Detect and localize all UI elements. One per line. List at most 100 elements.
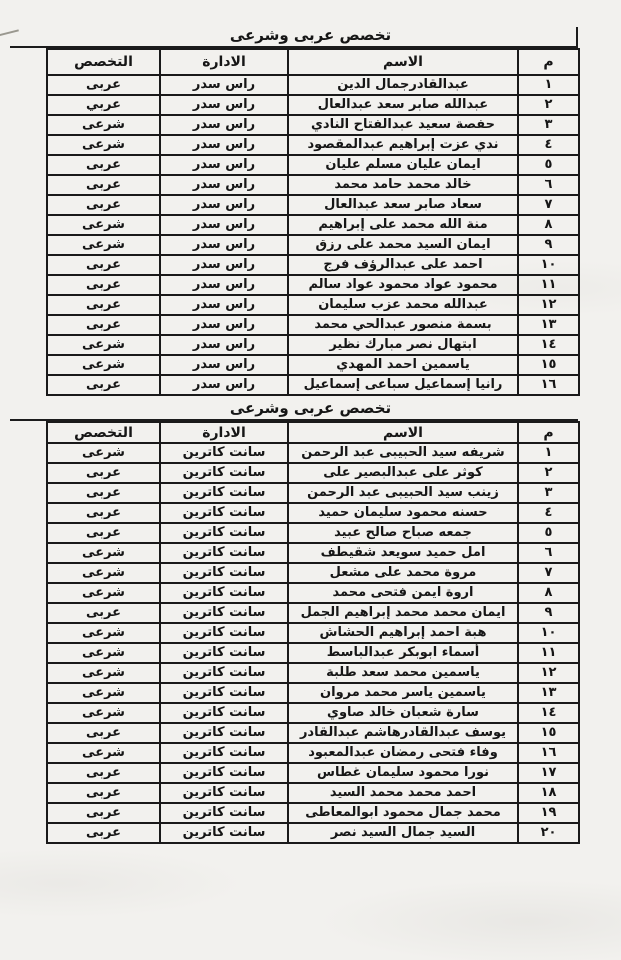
table-row: ١٣ بسمة منصور عبدالحي محمد راس سدر عربى xyxy=(46,314,580,336)
table-row: ٨ منة الله محمد على إبراهيم راس سدر شرعى xyxy=(46,214,580,236)
cell-specialty: عربى xyxy=(46,194,161,216)
cell-specialty: عربى xyxy=(46,254,161,276)
cell-administration: راس سدر xyxy=(159,154,289,176)
cell-number: ٥ xyxy=(517,522,580,544)
cell-administration: راس سدر xyxy=(159,114,289,136)
cell-name: ايمان السيد محمد على رزق xyxy=(287,234,519,256)
table-row: ٥ جمعه صباح صالح عبيد سانت كاترين عربى xyxy=(46,522,580,544)
cell-name: زينب سيد الحبيبى عبد الرحمن xyxy=(287,482,519,504)
cell-name: نورا محمود سليمان غطاس xyxy=(287,762,519,784)
cell-name: كوثر على عبدالبصير على xyxy=(287,462,519,484)
cell-name: وفاء فتحى رمضان عبدالمعبود xyxy=(287,742,519,764)
table-row: ٩ ايمان محمد محمد إبراهيم الجمل سانت كاتري… xyxy=(46,602,580,624)
cell-specialty: عربى xyxy=(46,74,161,96)
cell-number: ٢ xyxy=(517,462,580,484)
cell-specialty: شرعى xyxy=(46,622,161,644)
table-row: ١٤ سارة شعبان خالد صاوي سانت كاترين شرعى xyxy=(46,702,580,724)
cell-number: ١٠ xyxy=(517,622,580,644)
cell-number: ٩ xyxy=(517,234,580,256)
cell-name: محمود عواد محمود عواد سالم xyxy=(287,274,519,296)
header-administration: الادارة xyxy=(159,48,289,76)
cell-name: امل حميد سويعد شقيطف xyxy=(287,542,519,564)
table-row: ١٧ نورا محمود سليمان غطاس سانت كاترين عربى xyxy=(46,762,580,784)
header-administration: الادارة xyxy=(159,421,289,444)
cell-administration: سانت كاترين xyxy=(159,722,289,744)
cell-specialty: شرعى xyxy=(46,642,161,664)
cell-specialty: عربى xyxy=(46,502,161,524)
cell-specialty: شرعى xyxy=(46,134,161,156)
header-name: الاسم xyxy=(287,421,519,444)
cell-specialty: عربي xyxy=(46,94,161,116)
table-row: ٤ حسنه محمود سليمان حميد سانت كاترين عربى xyxy=(46,502,580,524)
cell-specialty: شرعى xyxy=(46,742,161,764)
table-2-title: تخصص عربى وشرعى xyxy=(229,399,392,417)
cell-administration: سانت كاترين xyxy=(159,462,289,484)
cell-specialty: عربى xyxy=(46,482,161,504)
cell-name: بسمة منصور عبدالحي محمد xyxy=(287,314,519,336)
header-specialty: التخصص xyxy=(46,421,161,444)
cell-specialty: عربى xyxy=(46,722,161,744)
table-row: ١٦ رانيا إسماعيل سباعى إسماعيل راس سدر عربى xyxy=(46,374,580,396)
cell-number: ١٣ xyxy=(517,682,580,704)
cell-name: ياسمين محمد سعد طلبة xyxy=(287,662,519,684)
table-row: ٧ مروة محمد على مشعل سانت كاترين شرعى xyxy=(46,562,580,584)
cell-number: ٦ xyxy=(517,174,580,196)
table-row: ٢ كوثر على عبدالبصير على سانت كاترين عربى xyxy=(46,462,580,484)
header-row: م الاسم الادارة التخصص xyxy=(46,421,580,444)
cell-administration: سانت كاترين xyxy=(159,702,289,724)
cell-administration: راس سدر xyxy=(159,134,289,156)
header-specialty: التخصص xyxy=(46,48,161,76)
cell-administration: سانت كاترين xyxy=(159,822,289,844)
cell-number: ١٧ xyxy=(517,762,580,784)
cell-number: ٣ xyxy=(517,114,580,136)
cell-number: ١٨ xyxy=(517,782,580,804)
table-row: ١٩ محمد جمال محمود ابوالمعاطى سانت كاترين ع… xyxy=(46,802,580,824)
cell-specialty: شرعى xyxy=(46,234,161,256)
cell-name: احمد محمد محمد السيد xyxy=(287,782,519,804)
cell-name: سعاد صابر سعد عبدالعال xyxy=(287,194,519,216)
table-row: ١٤ ابتهال نصر مبارك نظير راس سدر شرعى xyxy=(46,334,580,356)
table-row: ٦ امل حميد سويعد شقيطف سانت كاترين شرعى xyxy=(46,542,580,564)
table-row: ٤ ندي عزت إبراهيم عبدالمقصود راس سدر شرعى xyxy=(46,134,580,156)
cell-number: ١٦ xyxy=(517,374,580,396)
cell-number: ١١ xyxy=(517,642,580,664)
cell-specialty: عربى xyxy=(46,314,161,336)
cell-number: ١٦ xyxy=(517,742,580,764)
table-row: ٣ زينب سيد الحبيبى عبد الرحمن سانت كاترين ع… xyxy=(46,482,580,504)
cell-administration: سانت كاترين xyxy=(159,782,289,804)
header-number: م xyxy=(517,48,580,76)
cell-administration: سانت كاترين xyxy=(159,602,289,624)
cell-number: ١٥ xyxy=(517,354,580,376)
cell-number: ١ xyxy=(517,442,580,464)
cell-administration: سانت كاترين xyxy=(159,522,289,544)
cell-administration: راس سدر xyxy=(159,354,289,376)
cell-specialty: عربى xyxy=(46,174,161,196)
cell-administration: راس سدر xyxy=(159,234,289,256)
cell-administration: سانت كاترين xyxy=(159,682,289,704)
cell-administration: سانت كاترين xyxy=(159,582,289,604)
title-underline xyxy=(10,419,578,421)
table-row: ١٦ وفاء فتحى رمضان عبدالمعبود سانت كاترين ش… xyxy=(46,742,580,764)
cell-name: ياسمين ياسر محمد مروان xyxy=(287,682,519,704)
table-1-body: ١ عبدالقادرجمال الدين راس سدر عربى ٢ عبدالله … xyxy=(46,74,580,396)
table-row: ٢ عبدالله صابر سعد عبدالعال راس سدر عربي xyxy=(46,94,580,116)
table-row: ١٠ هبة احمد إبراهيم الحشاش سانت كاترين شرعى xyxy=(46,622,580,644)
cell-specialty: شرعى xyxy=(46,562,161,584)
cell-name: ياسمين احمد المهدي xyxy=(287,354,519,376)
cell-number: ١٤ xyxy=(517,334,580,356)
cell-specialty: عربى xyxy=(46,374,161,396)
table-row: ١٣ ياسمين ياسر محمد مروان سانت كاترين شرعى xyxy=(46,682,580,704)
cell-name: عبدالله صابر سعد عبدالعال xyxy=(287,94,519,116)
cell-number: ٤ xyxy=(517,502,580,524)
cell-name: اروة ايمن فتحى محمد xyxy=(287,582,519,604)
cell-number: ٩ xyxy=(517,602,580,624)
cell-specialty: شرعى xyxy=(46,354,161,376)
cell-administration: سانت كاترين xyxy=(159,442,289,464)
cell-administration: سانت كاترين xyxy=(159,622,289,644)
cell-administration: راس سدر xyxy=(159,254,289,276)
cell-name: مروة محمد على مشعل xyxy=(287,562,519,584)
cell-name: عبدالله محمد عزب سليمان xyxy=(287,294,519,316)
cell-administration: سانت كاترين xyxy=(159,662,289,684)
cell-number: ١٣ xyxy=(517,314,580,336)
